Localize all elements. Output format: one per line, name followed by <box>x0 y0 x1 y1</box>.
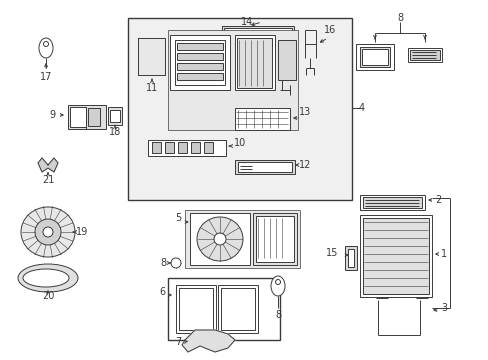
Bar <box>278 40 295 80</box>
Bar <box>359 195 424 210</box>
Text: 7: 7 <box>175 337 181 347</box>
Bar <box>256 216 293 262</box>
Bar <box>218 285 258 333</box>
Bar <box>237 38 271 88</box>
Ellipse shape <box>35 219 61 245</box>
Text: 13: 13 <box>298 107 310 117</box>
Bar <box>191 142 200 153</box>
Text: 10: 10 <box>233 138 245 148</box>
Text: 8: 8 <box>274 310 281 320</box>
Ellipse shape <box>39 38 53 58</box>
Bar <box>235 160 294 174</box>
Bar <box>252 213 296 265</box>
Text: 9: 9 <box>49 110 55 120</box>
Bar <box>347 249 353 267</box>
Text: 8: 8 <box>396 13 402 23</box>
Bar <box>355 44 393 70</box>
Bar <box>177 73 223 80</box>
Ellipse shape <box>171 258 181 268</box>
Bar <box>235 108 289 130</box>
Bar <box>179 288 213 330</box>
Text: 8: 8 <box>160 258 166 268</box>
Bar <box>170 35 229 90</box>
Bar <box>177 63 223 70</box>
Ellipse shape <box>197 217 243 261</box>
Bar <box>409 50 439 60</box>
Text: 14: 14 <box>241 17 253 27</box>
Text: 5: 5 <box>175 213 181 223</box>
Text: 21: 21 <box>42 175 54 185</box>
Polygon shape <box>138 38 164 75</box>
Ellipse shape <box>270 276 285 296</box>
Bar <box>221 288 254 330</box>
Bar <box>238 162 291 172</box>
Bar <box>362 218 428 294</box>
Text: 6: 6 <box>159 287 165 297</box>
Text: 19: 19 <box>76 227 88 237</box>
Bar <box>362 197 421 208</box>
Text: 1: 1 <box>440 249 446 259</box>
Bar <box>190 213 249 265</box>
Polygon shape <box>38 158 58 172</box>
Bar <box>178 142 186 153</box>
Bar <box>222 26 293 40</box>
Text: 11: 11 <box>145 83 158 93</box>
Bar <box>361 49 387 65</box>
Bar <box>407 48 441 62</box>
Bar <box>152 142 161 153</box>
Bar <box>203 142 213 153</box>
Text: 3: 3 <box>440 303 446 313</box>
Text: 15: 15 <box>325 248 338 258</box>
Bar <box>148 140 225 156</box>
Polygon shape <box>182 330 235 352</box>
Bar <box>177 53 223 60</box>
Bar <box>164 142 174 153</box>
Bar <box>168 278 280 340</box>
Bar <box>176 285 216 333</box>
Bar <box>70 107 86 127</box>
Ellipse shape <box>23 269 69 287</box>
Bar <box>345 246 356 270</box>
Text: 17: 17 <box>40 72 52 82</box>
Bar <box>235 35 274 90</box>
Text: 16: 16 <box>323 25 335 35</box>
Text: 12: 12 <box>298 160 310 170</box>
Ellipse shape <box>21 207 75 257</box>
Text: 4: 4 <box>358 103 365 113</box>
Ellipse shape <box>43 41 48 46</box>
Bar <box>359 215 431 297</box>
Bar <box>168 30 297 130</box>
Bar <box>177 43 223 50</box>
Bar <box>175 40 224 85</box>
Bar <box>128 18 351 200</box>
Bar <box>224 28 291 38</box>
Ellipse shape <box>275 279 280 284</box>
Bar <box>184 210 299 268</box>
Text: 18: 18 <box>109 127 121 137</box>
Text: 2: 2 <box>434 195 440 205</box>
Text: 20: 20 <box>42 291 54 301</box>
Bar <box>359 47 389 67</box>
Bar <box>88 108 100 126</box>
Ellipse shape <box>43 227 53 237</box>
Ellipse shape <box>214 233 225 245</box>
Ellipse shape <box>18 264 78 292</box>
Bar <box>68 105 106 129</box>
Bar <box>110 110 120 122</box>
Bar <box>108 107 122 125</box>
